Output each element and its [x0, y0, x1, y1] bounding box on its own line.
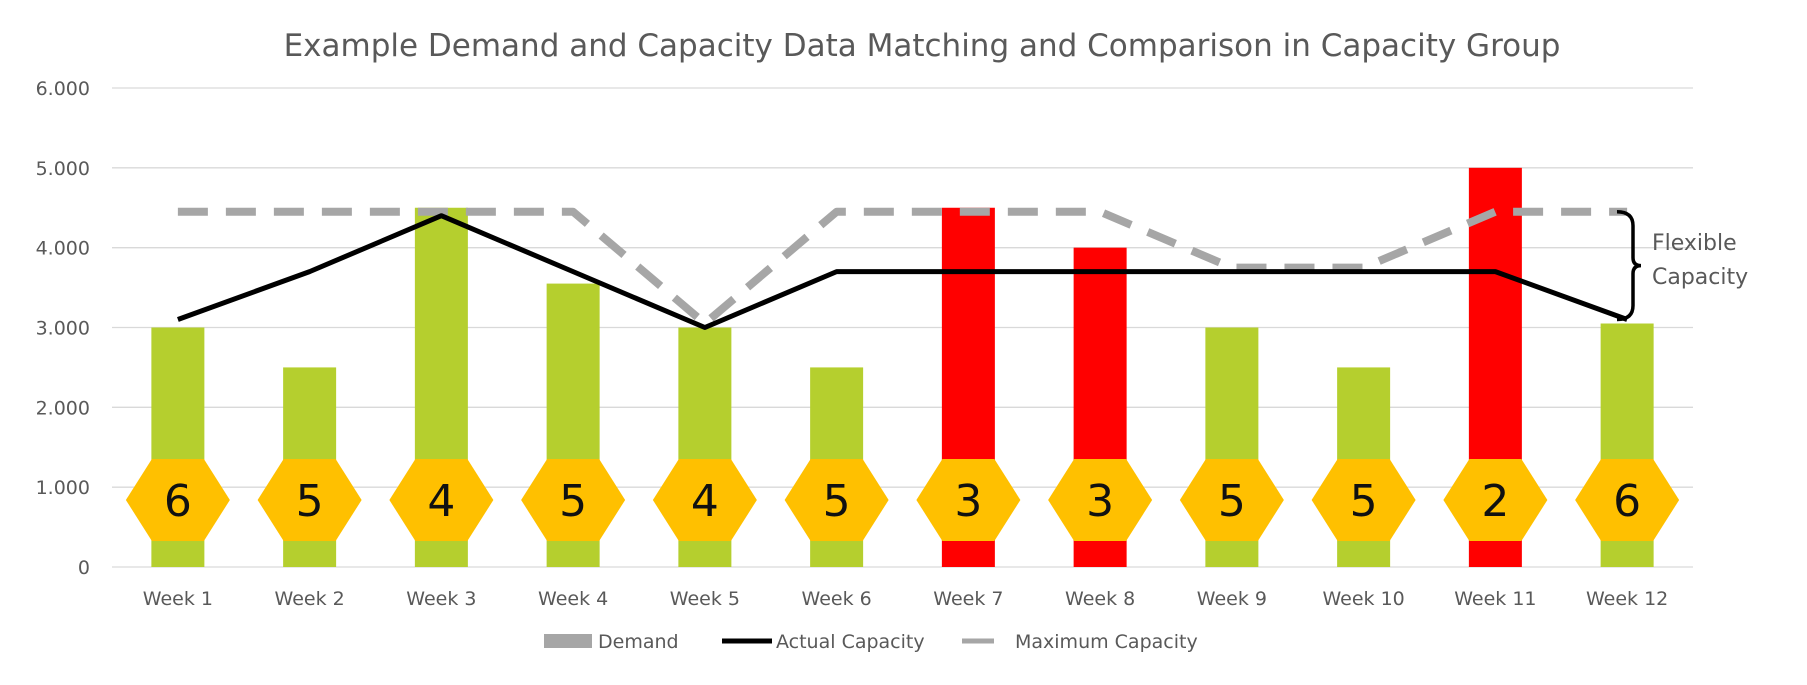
flexible-capacity-brace: [1616, 209, 1642, 322]
legend-demand-swatch: [544, 634, 592, 648]
hexagon-marker: [652, 459, 757, 541]
hexagon-label: 3: [954, 476, 982, 527]
legend-demand-label: Demand: [598, 631, 679, 653]
hexagon-marker: [1575, 459, 1680, 541]
x-tick-label: Week 5: [670, 588, 740, 610]
legend: Demand Actual Capacity Maximum Capacity: [544, 631, 1198, 653]
hexagon-marker: [784, 459, 889, 541]
x-tick-label: Week 12: [1586, 588, 1668, 610]
bar-layer: [151, 167, 1654, 568]
hexagon-label: 2: [1481, 476, 1509, 527]
hexagon-marker: [389, 459, 494, 541]
y-tick-label: 5.000: [36, 158, 90, 180]
y-tick-label: 1.000: [36, 477, 90, 499]
y-tick-label: 0: [78, 557, 90, 579]
legend-actual-capacity-label: Actual Capacity: [776, 631, 925, 653]
hexagon-label: 3: [1086, 476, 1114, 527]
hexagon-marker: [521, 459, 626, 541]
hexagon-label: 5: [1350, 476, 1378, 527]
hexagon-label: 4: [427, 476, 455, 527]
hexagon-marker: [1179, 459, 1284, 541]
y-tick-label: 6.000: [36, 78, 90, 100]
legend-maximum-capacity-label: Maximum Capacity: [1015, 631, 1198, 653]
x-tick-label: Week 9: [1197, 588, 1267, 610]
hex-layer: 6 5 4 5 4 5 3 3 5 5 2 6: [125, 459, 1680, 541]
x-tick-label: Week 1: [143, 588, 213, 610]
y-tick-label: 2.000: [36, 397, 90, 419]
maximum-capacity-line: [177, 207, 1628, 328]
hexagon-marker: [916, 459, 1021, 541]
x-tick-label: Week 7: [933, 588, 1003, 610]
hexagon-label: 6: [1613, 476, 1641, 527]
hexagon-marker: [1311, 459, 1416, 541]
hexagon-label: 6: [164, 476, 192, 527]
x-tick-label: Week 6: [802, 588, 872, 610]
x-tick-label: Week 10: [1322, 588, 1404, 610]
hexagon-marker: [257, 459, 362, 541]
annotation-layer: Flexible Capacity: [1616, 209, 1748, 322]
hexagon-label: 5: [1218, 476, 1246, 527]
annotation-flexible: Flexible: [1652, 231, 1737, 256]
hexagon-label: 5: [559, 476, 587, 527]
hexagon-label: 5: [296, 476, 324, 527]
chart-title: Example Demand and Capacity Data Matchin…: [284, 28, 1561, 64]
x-tick-label: Week 11: [1454, 588, 1536, 610]
hexagon-marker: [1048, 459, 1153, 541]
x-tick-label: Week 8: [1065, 588, 1135, 610]
y-tick-label: 3.000: [36, 318, 90, 340]
x-tick-label: Week 2: [275, 588, 345, 610]
hexagon-label: 5: [823, 476, 851, 527]
actual-capacity-line: [177, 213, 1628, 330]
grid-layer: [112, 87, 1693, 568]
hexagon-marker: [125, 459, 230, 541]
x-tick-label: Week 3: [406, 588, 476, 610]
axis-layer: 0 1.000 2.000 3.000 4.000 5.000 6.000 Week 1 Wee…: [36, 78, 1669, 610]
x-tick-label: Week 4: [538, 588, 608, 610]
hexagon-label: 4: [691, 476, 719, 527]
hexagon-marker: [1443, 459, 1548, 541]
y-tick-label: 4.000: [36, 238, 90, 260]
annotation-capacity: Capacity: [1652, 265, 1748, 290]
line-layer: [177, 207, 1628, 330]
